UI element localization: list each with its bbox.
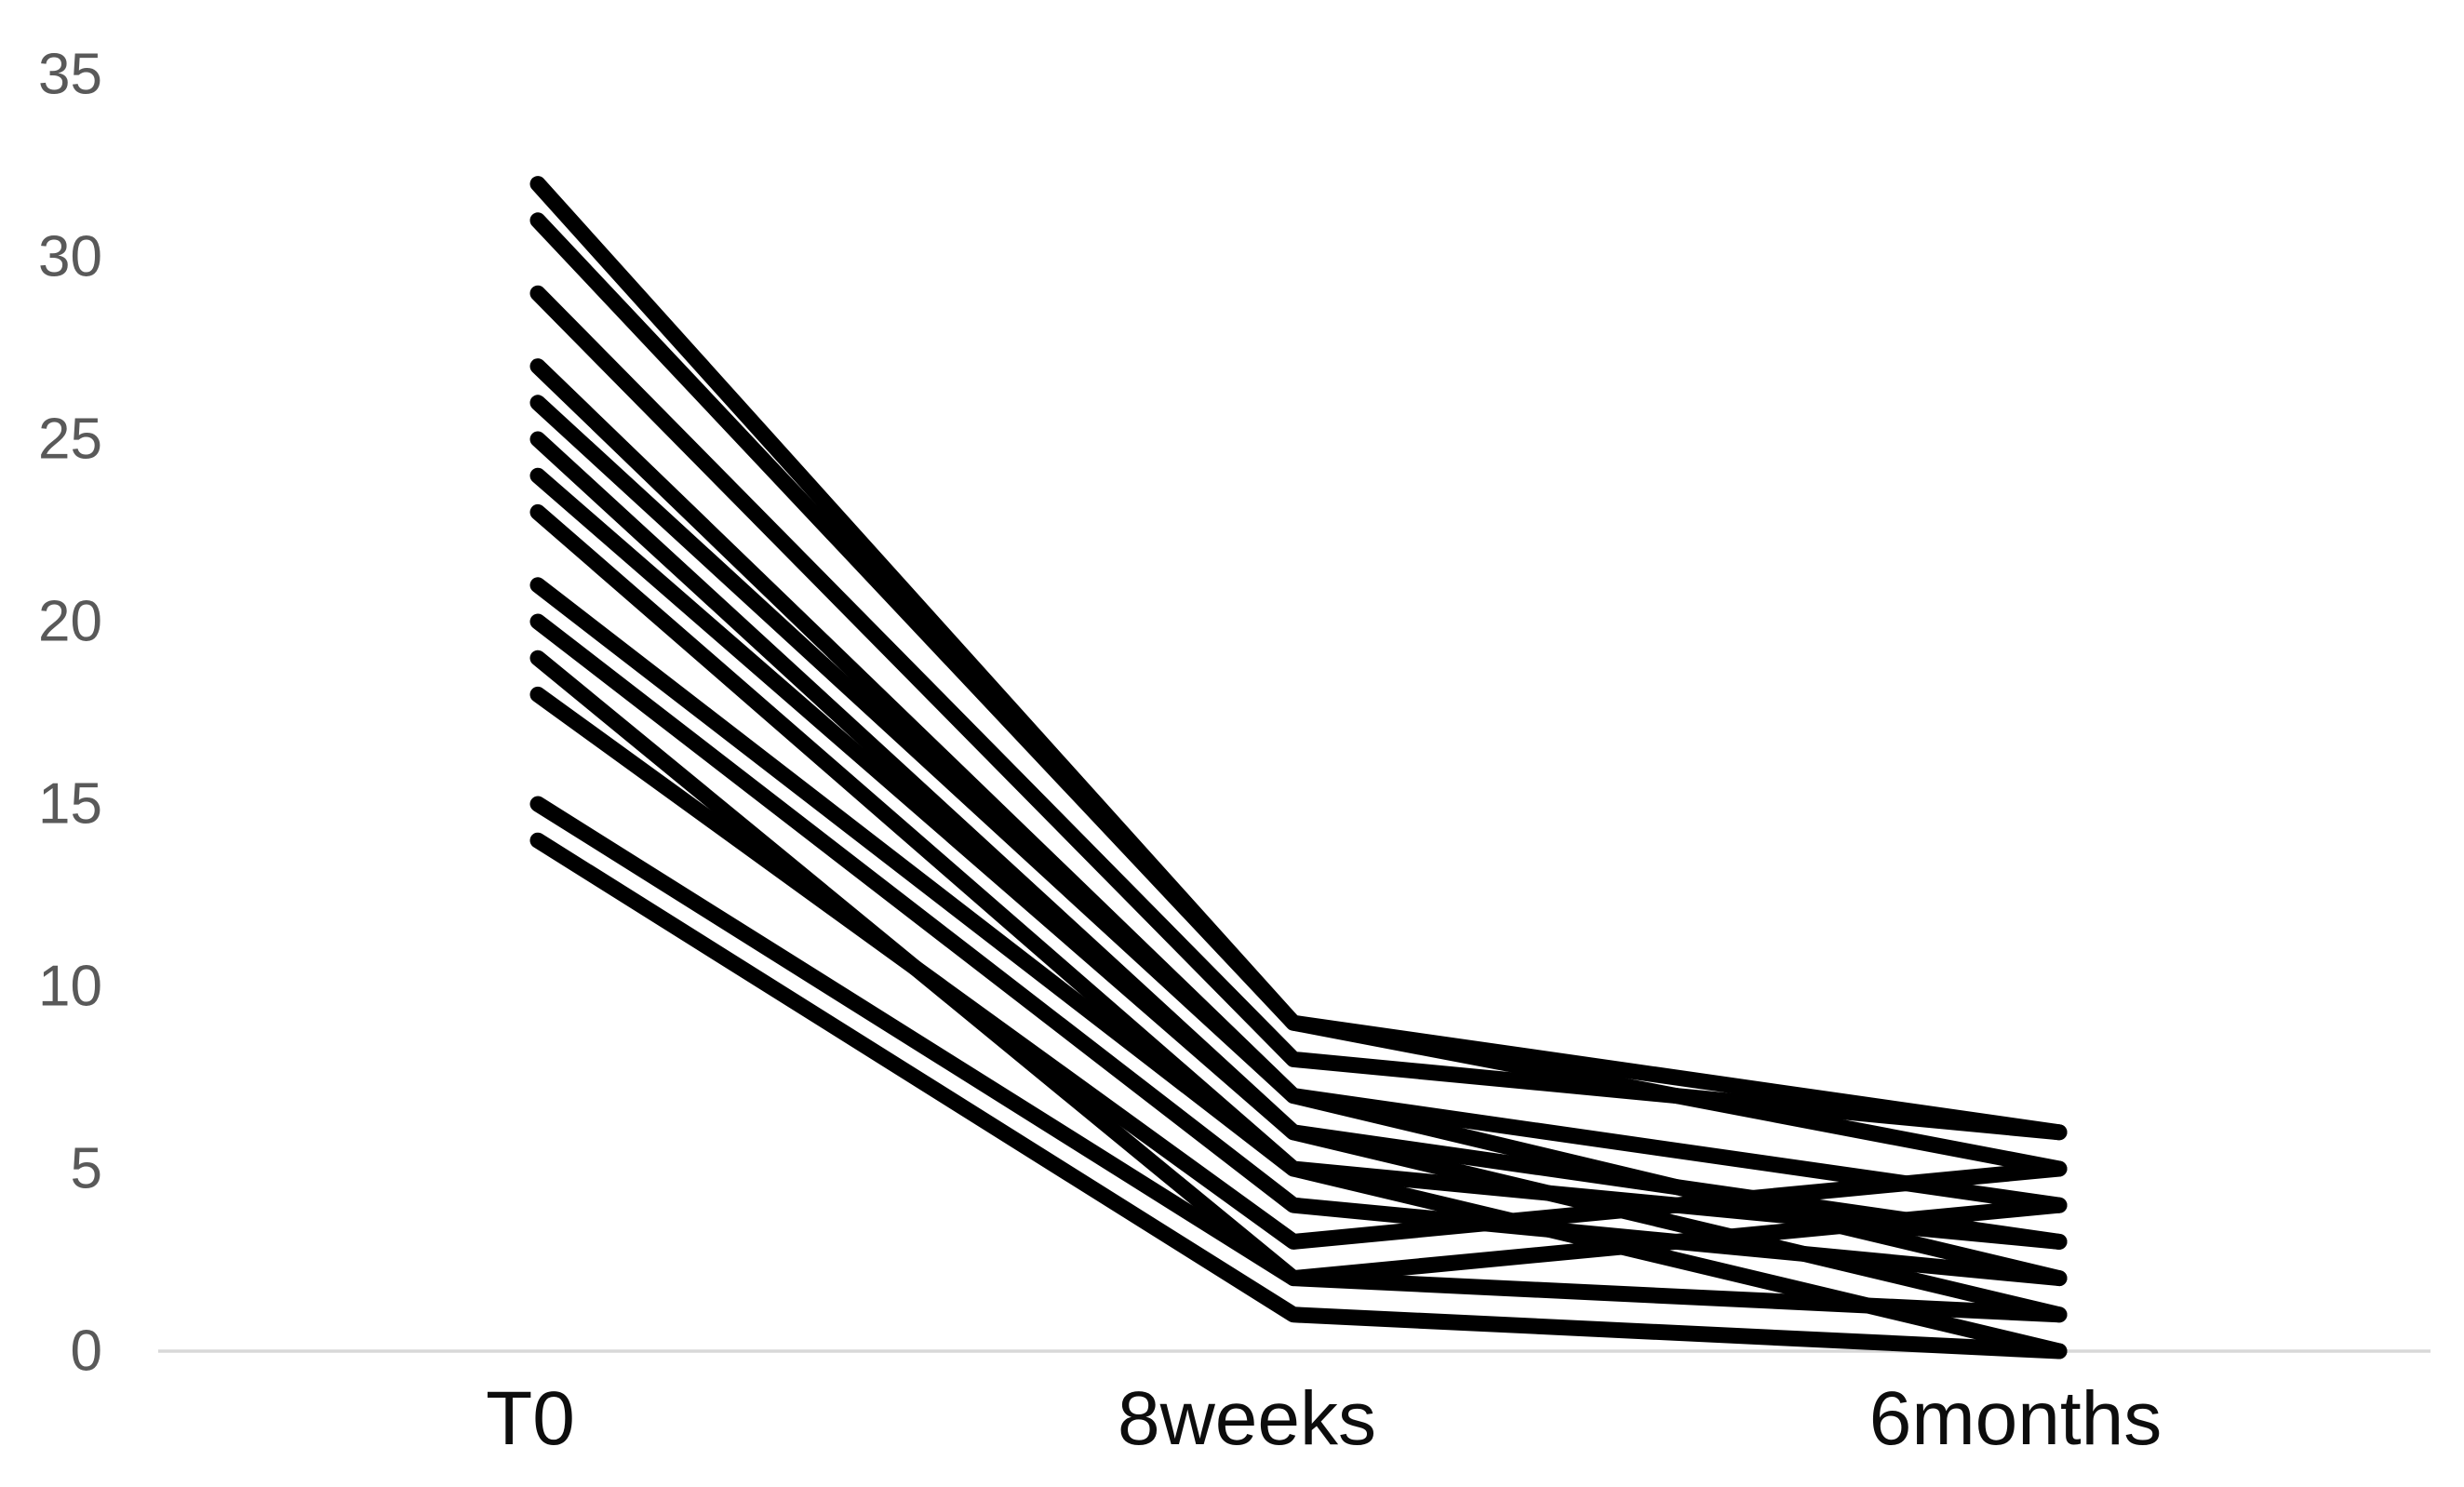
y-axis-tick-labels: 0 5 10 15 20 25 30 35 bbox=[38, 43, 102, 1384]
series-line-subject-13 bbox=[529, 796, 2068, 1323]
y-tick-label-20: 20 bbox=[38, 590, 102, 654]
series-line-subject-12 bbox=[529, 686, 2068, 1250]
x-axis-label-T0: T0 bbox=[486, 1376, 575, 1461]
series-line-subject-14 bbox=[529, 832, 2068, 1360]
x-axis-label-6months: 6months bbox=[1869, 1376, 2163, 1461]
y-tick-label-30: 30 bbox=[38, 225, 102, 289]
y-tick-label-15: 15 bbox=[38, 772, 102, 837]
x-axis-label-8weeks: 8weeks bbox=[1118, 1376, 1376, 1461]
series-line-subject-09 bbox=[529, 577, 2068, 1250]
series-line-subject-03 bbox=[529, 285, 2068, 1141]
y-tick-label-35: 35 bbox=[38, 43, 102, 107]
x-axis-category-labels: T0 8weeks 6months bbox=[486, 1376, 2162, 1461]
series-line-subject-04 bbox=[529, 358, 2068, 1213]
y-tick-label-10: 10 bbox=[38, 955, 102, 1019]
y-tick-label-5: 5 bbox=[71, 1137, 102, 1201]
series-line-subject-10 bbox=[529, 613, 2068, 1287]
series-line-subject-02 bbox=[529, 212, 2068, 1177]
y-tick-label-25: 25 bbox=[38, 408, 102, 472]
series-lines bbox=[529, 176, 2068, 1360]
y-tick-label-0: 0 bbox=[71, 1320, 102, 1384]
